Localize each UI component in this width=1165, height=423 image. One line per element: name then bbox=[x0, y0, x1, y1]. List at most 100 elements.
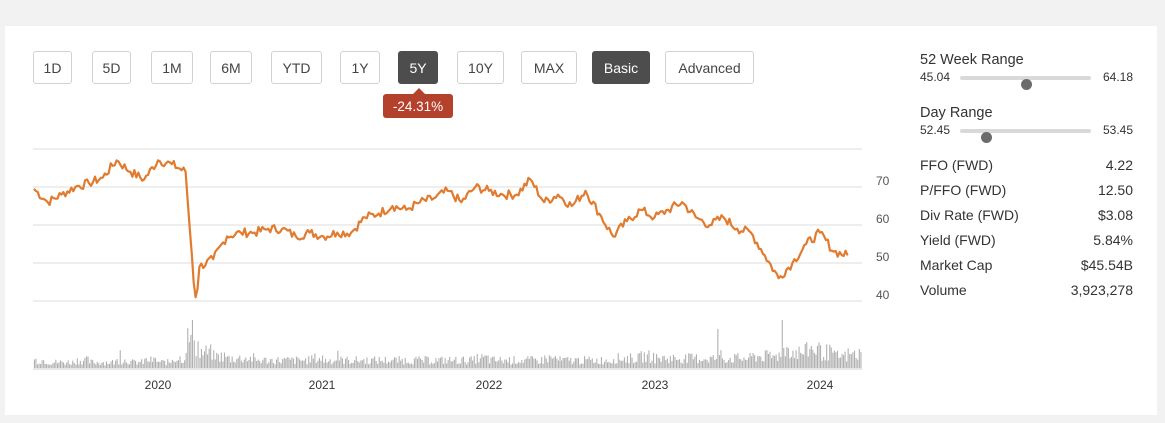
volume-bar bbox=[479, 358, 481, 368]
volume-bar bbox=[708, 362, 710, 368]
volume-bar bbox=[332, 362, 334, 368]
stat-ffo: FFO (FWD) 4.22 bbox=[920, 157, 1133, 175]
volume-bar bbox=[766, 350, 768, 368]
volume-bar bbox=[387, 361, 389, 368]
volume-bar bbox=[763, 361, 765, 368]
volume-bar bbox=[584, 356, 586, 368]
volume-bar bbox=[790, 357, 792, 368]
volume-bar bbox=[222, 361, 224, 368]
volume-bar bbox=[830, 347, 832, 368]
volume-bar bbox=[760, 356, 762, 368]
volume-bar bbox=[295, 356, 297, 368]
volume-bar bbox=[812, 349, 814, 368]
range-button-5d[interactable]: 5D bbox=[92, 51, 131, 84]
volume-bar bbox=[485, 355, 487, 368]
volume-bar bbox=[214, 359, 216, 368]
volume-bar bbox=[46, 363, 48, 368]
volume-bar bbox=[168, 362, 170, 368]
volume-bar bbox=[816, 345, 818, 368]
basic-mode-button[interactable]: Basic bbox=[592, 51, 650, 84]
volume-bar bbox=[450, 361, 452, 368]
volume-bar bbox=[297, 357, 299, 368]
volume-bar bbox=[715, 358, 717, 368]
volume-bar bbox=[253, 353, 255, 368]
volume-bar bbox=[565, 357, 567, 368]
volume-bar bbox=[138, 362, 140, 368]
day-range-marker bbox=[981, 132, 993, 143]
volume-bar bbox=[633, 363, 635, 368]
volume-bar bbox=[188, 342, 190, 368]
range-button-6m[interactable]: 6M bbox=[210, 51, 252, 84]
stat-label: Volume bbox=[920, 282, 967, 298]
volume-bar bbox=[299, 359, 301, 368]
range-button-5y[interactable]: 5Y bbox=[398, 51, 438, 84]
volume-bar bbox=[826, 344, 828, 368]
volume-bar bbox=[507, 362, 509, 368]
volume-bar bbox=[735, 355, 737, 368]
range-button-ytd[interactable]: YTD bbox=[271, 51, 322, 84]
volume-bar bbox=[512, 363, 514, 368]
volume-bar bbox=[361, 360, 363, 368]
volume-bar bbox=[328, 361, 330, 368]
volume-bar bbox=[93, 363, 95, 368]
volume-bar bbox=[579, 364, 581, 368]
volume-bar bbox=[312, 358, 314, 368]
volume-bar bbox=[266, 363, 268, 368]
volume-bar bbox=[386, 363, 388, 368]
volume-bar bbox=[193, 340, 195, 368]
volume-bar bbox=[363, 359, 365, 368]
volume-bar bbox=[798, 346, 800, 368]
stat-value: $3.08 bbox=[1097, 207, 1133, 223]
volume-bar bbox=[389, 362, 391, 368]
volume-bar bbox=[697, 363, 699, 368]
volume-bar bbox=[645, 362, 647, 368]
volume-bar bbox=[657, 357, 659, 368]
volume-bar bbox=[67, 360, 69, 368]
volume-bar bbox=[447, 360, 449, 368]
volume-bar bbox=[544, 355, 546, 368]
volume-bar bbox=[723, 359, 725, 368]
volume-bar bbox=[666, 358, 668, 368]
period-change-badge: -24.31% bbox=[383, 88, 453, 118]
volume-bar bbox=[185, 352, 187, 368]
volume-bar bbox=[40, 364, 42, 368]
volume-bar bbox=[508, 357, 510, 368]
volume-bar bbox=[740, 359, 742, 368]
stat-value: 4.22 bbox=[1105, 157, 1133, 173]
range-button-10y[interactable]: 10Y bbox=[457, 51, 504, 84]
volume-bar bbox=[637, 353, 639, 368]
volume-bar bbox=[784, 356, 786, 368]
volume-bar bbox=[322, 355, 324, 368]
volume-bar bbox=[127, 363, 129, 368]
volume-bar bbox=[558, 360, 560, 368]
volume-bar bbox=[81, 364, 83, 368]
volume-bar bbox=[858, 349, 860, 368]
volume-bar bbox=[76, 358, 78, 368]
volume-bar bbox=[453, 359, 455, 368]
range-button-max[interactable]: MAX bbox=[521, 51, 577, 84]
volume-bar bbox=[764, 350, 766, 368]
volume-bar bbox=[122, 362, 124, 368]
volume-bar bbox=[326, 362, 328, 368]
range-button-1m[interactable]: 1M bbox=[151, 51, 193, 84]
volume-bar bbox=[496, 361, 498, 368]
volume-bar bbox=[403, 364, 405, 368]
volume-bar bbox=[340, 356, 342, 368]
volume-bar bbox=[495, 361, 497, 368]
volume-bar bbox=[64, 364, 66, 368]
volume-bar bbox=[775, 354, 777, 368]
volume-bar bbox=[665, 360, 667, 368]
volume-bar bbox=[564, 358, 566, 368]
x-tick-label: 2020 bbox=[145, 378, 172, 392]
volume-bar bbox=[525, 358, 527, 368]
range-button-1d[interactable]: 1D bbox=[33, 51, 72, 84]
advanced-mode-button[interactable]: Advanced bbox=[665, 51, 754, 84]
volume-bar bbox=[239, 355, 241, 368]
volume-bar bbox=[372, 358, 374, 368]
volume-bar bbox=[754, 355, 756, 368]
volume-bar bbox=[580, 363, 582, 368]
range-button-1y[interactable]: 1Y bbox=[340, 51, 380, 84]
volume-bar bbox=[484, 355, 486, 368]
volume-bar bbox=[52, 363, 54, 368]
